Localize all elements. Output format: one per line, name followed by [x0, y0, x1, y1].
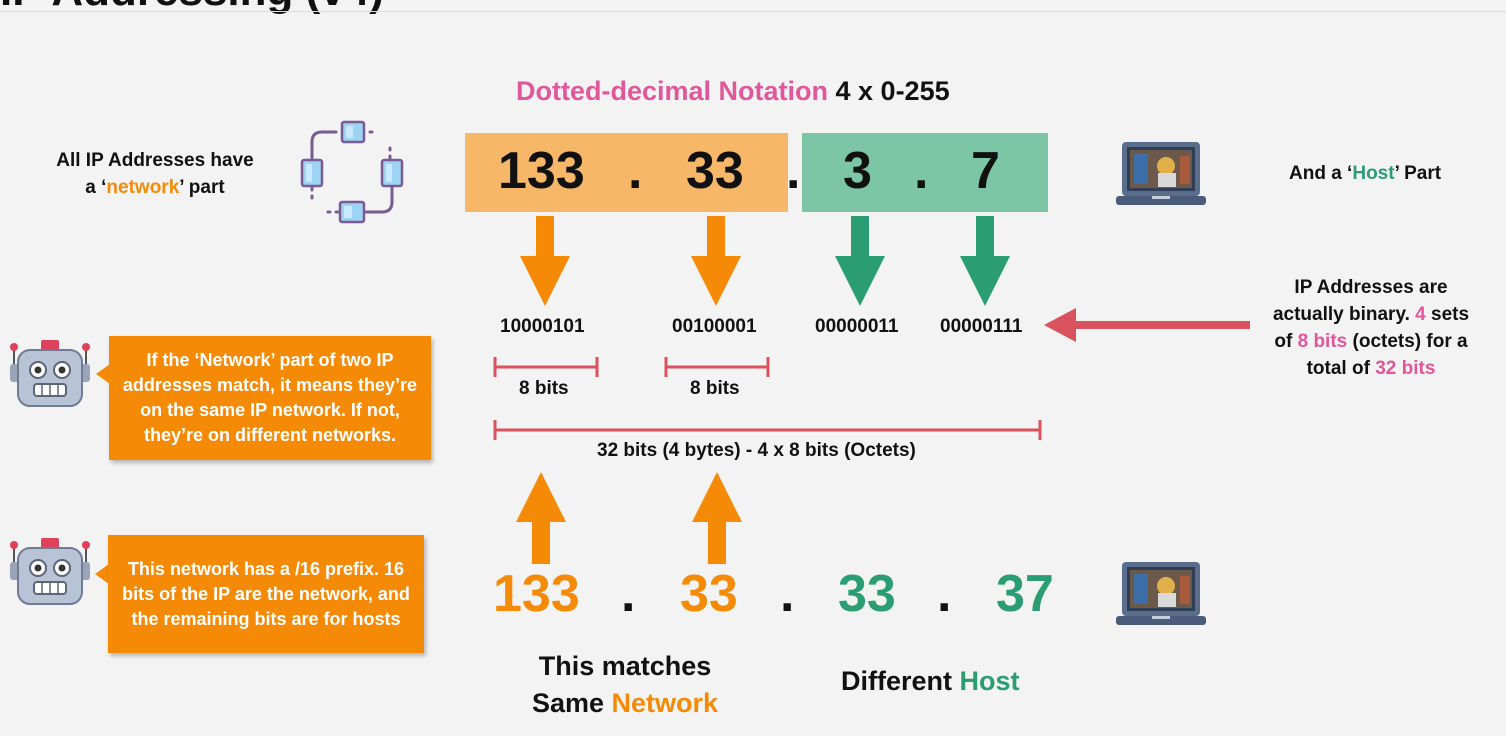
- network-nodes-icon: [300, 120, 404, 224]
- network-match-callout: If the ‘Network’ part of two IP addresse…: [109, 336, 431, 460]
- octet-bits-label-1: 8 bits: [519, 378, 569, 399]
- second-ip-octet-4: 37: [996, 565, 1054, 623]
- headline-notation: Dotted-decimal Notation: [516, 76, 829, 106]
- binary-octet-1: 10000101: [500, 316, 585, 337]
- callout-pointer: [96, 364, 110, 384]
- network-note-line1: All IP Addresses have: [56, 150, 254, 171]
- dot-separator: .: [621, 565, 636, 623]
- robot-icon: [10, 340, 90, 407]
- headline-range: 4 x 0-255: [828, 76, 950, 106]
- total-bits-label: 32 bits (4 bytes) - 4 x 8 bits (Octets): [597, 440, 916, 461]
- octet-1: 133: [498, 142, 585, 200]
- octet-bracket-1: [493, 357, 599, 377]
- down-arrow-octet-2: [691, 216, 741, 306]
- octet-4: 7: [971, 142, 1000, 200]
- dot-separator: .: [937, 565, 952, 623]
- down-arrow-octet-3: [835, 216, 885, 306]
- different-host-label: Different Host: [841, 666, 1020, 696]
- octet-bracket-2: [664, 357, 770, 377]
- laptop-icon: [1116, 142, 1206, 205]
- octet-3: 3: [843, 142, 872, 200]
- up-arrow-octet-1: [516, 472, 566, 564]
- up-arrow-octet-2: [692, 472, 742, 564]
- prefix-callout: This network has a /16 prefix. 16 bits o…: [108, 535, 424, 653]
- binary-pointer-arrow: [1044, 308, 1250, 342]
- host-part-box: [802, 133, 1048, 212]
- second-ip-octet-2: 33: [680, 565, 738, 623]
- binary-octet-2: 00100001: [672, 316, 757, 337]
- title-divider: [0, 11, 1506, 12]
- dot-separator: .: [786, 142, 801, 200]
- network-part-box: [465, 133, 788, 212]
- down-arrow-octet-4: [960, 216, 1010, 306]
- host-part-note: And a ‘Host’ Part: [1289, 163, 1442, 184]
- dot-separator: .: [914, 142, 929, 200]
- binary-octet-3: 00000011: [815, 316, 899, 337]
- second-ip-octet-1: 133: [493, 565, 580, 623]
- dot-separator: .: [628, 142, 643, 200]
- network-note-line2: a ‘network’ part: [85, 177, 225, 198]
- binary-octet-4: 00000111: [940, 316, 1023, 337]
- total-bits-bracket: [493, 420, 1042, 440]
- octet-2: 33: [686, 142, 744, 200]
- binary-note: IP Addresses are actually binary. 4 sets…: [1272, 277, 1470, 379]
- second-ip-octet-3: 33: [838, 565, 896, 623]
- dot-separator: .: [780, 565, 795, 623]
- laptop-icon: [1116, 562, 1206, 625]
- headline: Dotted-decimal Notation 4 x 0-255: [516, 76, 950, 107]
- robot-icon: [10, 538, 90, 605]
- network-part-note: All IP Addresses have a ‘network’ part: [40, 147, 270, 201]
- match-label: This matches Same Network: [531, 651, 719, 718]
- octet-bits-label-2: 8 bits: [690, 378, 740, 399]
- callout-pointer: [95, 564, 109, 584]
- down-arrow-octet-1: [520, 216, 570, 306]
